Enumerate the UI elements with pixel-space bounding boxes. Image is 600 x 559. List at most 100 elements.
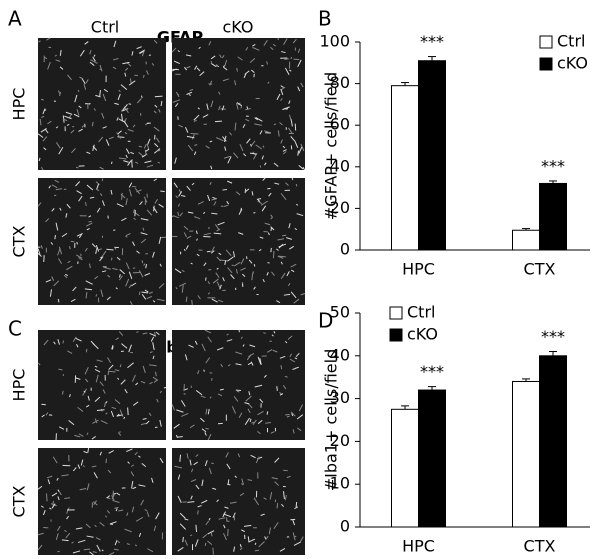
- cell-speck: [236, 102, 243, 107]
- cell-speck: [218, 252, 222, 256]
- cell-speck: [177, 211, 180, 216]
- cell-speck: [71, 541, 74, 544]
- cell-speck: [226, 333, 229, 336]
- cell-speck: [291, 413, 294, 417]
- cell-speck: [128, 271, 133, 279]
- cell-speck: [186, 135, 195, 139]
- cell-speck: [288, 100, 291, 104]
- cell-speck: [174, 465, 183, 469]
- cell-speck: [191, 182, 195, 186]
- cell-speck: [177, 547, 184, 552]
- cell-speck: [181, 194, 186, 197]
- cell-speck: [86, 483, 90, 491]
- cell-speck: [252, 44, 256, 47]
- cell-speck: [277, 130, 280, 137]
- cell-speck: [298, 146, 303, 154]
- cell-speck: [238, 412, 243, 418]
- cell-speck: [65, 213, 68, 218]
- cell-speck: [194, 340, 198, 345]
- cell-speck: [297, 59, 302, 68]
- cell-speck: [66, 507, 70, 514]
- cell-speck: [245, 118, 250, 122]
- cell-speck: [91, 465, 97, 468]
- cell-speck: [270, 214, 273, 218]
- micrograph-bg: [38, 448, 166, 555]
- cell-speck: [205, 145, 210, 149]
- cell-speck: [297, 48, 301, 54]
- cell-speck: [254, 542, 257, 545]
- cell-speck: [71, 148, 76, 154]
- cell-speck: [279, 393, 284, 396]
- cell-speck: [45, 493, 48, 502]
- cell-speck: [116, 492, 121, 496]
- cell-speck: [145, 148, 150, 152]
- cell-speck: [272, 349, 278, 353]
- cell-speck: [121, 217, 127, 222]
- cell-speck: [41, 166, 44, 171]
- cell-speck: [117, 377, 120, 380]
- cell-speck: [204, 460, 208, 467]
- cell-speck: [245, 108, 251, 111]
- cell-speck: [151, 477, 154, 483]
- cell-speck: [196, 253, 200, 257]
- bar: [512, 229, 540, 251]
- cell-speck: [186, 66, 191, 69]
- cell-speck: [150, 336, 155, 342]
- cell-speck: [138, 291, 141, 296]
- cell-speck: [153, 39, 158, 44]
- cell-speck: [89, 61, 95, 66]
- cell-speck: [54, 54, 58, 57]
- cell-speck: [198, 46, 201, 49]
- cell-speck: [183, 248, 186, 252]
- cell-speck: [146, 122, 151, 125]
- cell-speck: [47, 61, 51, 70]
- cell-speck: [283, 293, 291, 296]
- cell-speck: [146, 164, 154, 168]
- cell-speck: [174, 157, 177, 164]
- cell-speck: [154, 198, 159, 204]
- cell-speck: [130, 151, 135, 155]
- cell-speck: [259, 398, 264, 403]
- cell-speck: [67, 350, 73, 354]
- cell-speck: [119, 274, 121, 278]
- cell-speck: [284, 494, 287, 501]
- x-tick-label: HPC: [402, 537, 435, 556]
- micrograph: [37, 178, 167, 306]
- legend-label: cKO: [407, 325, 438, 344]
- cell-speck: [44, 56, 48, 60]
- cell-speck: [216, 281, 221, 289]
- cell-speck: [174, 102, 179, 107]
- cell-speck: [223, 204, 229, 207]
- cell-speck: [58, 258, 63, 265]
- cell-speck: [51, 276, 55, 281]
- cell-speck: [190, 495, 193, 500]
- cell-speck: [112, 267, 118, 271]
- cell-speck: [92, 419, 99, 424]
- cell-speck: [243, 73, 247, 79]
- cell-speck: [76, 344, 79, 348]
- cell-speck: [72, 336, 77, 343]
- cell-speck: [286, 415, 290, 418]
- cell-speck: [138, 484, 146, 487]
- cell-speck: [62, 118, 68, 122]
- cell-speck: [241, 483, 244, 486]
- cell-speck: [297, 427, 302, 432]
- cell-speck: [125, 154, 128, 159]
- cell-speck: [201, 343, 206, 352]
- cell-speck: [266, 411, 269, 415]
- cell-speck: [280, 85, 284, 88]
- cell-speck: [185, 54, 192, 57]
- cell-speck: [185, 296, 188, 303]
- cell-speck: [131, 374, 136, 382]
- cell-speck: [216, 499, 219, 503]
- bar: [539, 355, 567, 528]
- cell-speck: [124, 388, 128, 394]
- cell-speck: [211, 212, 218, 215]
- cell-speck: [207, 194, 211, 202]
- cell-speck: [249, 152, 257, 155]
- cell-speck: [43, 147, 47, 151]
- cell-speck: [183, 232, 187, 238]
- cell-speck: [40, 98, 44, 101]
- cell-speck: [208, 467, 212, 475]
